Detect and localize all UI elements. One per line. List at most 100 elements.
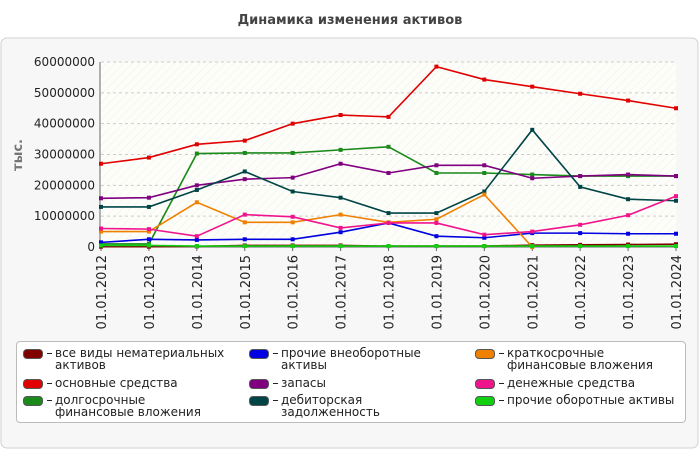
y-tick-label: 50000000 (34, 86, 95, 100)
point (242, 169, 247, 174)
legend-swatch (23, 396, 43, 407)
point (386, 114, 391, 119)
point (194, 187, 199, 192)
point (99, 226, 103, 231)
point (99, 204, 103, 209)
point (434, 163, 439, 168)
point (674, 194, 678, 199)
point (434, 220, 439, 225)
point (434, 217, 439, 222)
y-tick-label: 20000000 (34, 178, 95, 192)
point (99, 240, 103, 245)
point (194, 183, 199, 188)
point (578, 222, 583, 227)
legend-swatch (23, 349, 43, 359)
point (626, 231, 631, 236)
y-axis-label: тыс. (11, 139, 26, 171)
x-tick-label: 01.01.2022 (574, 255, 589, 329)
legend-label: дебиторская задолженность (281, 393, 380, 420)
x-tick-label: 01.01.2020 (478, 255, 493, 329)
x-tick-label: 01.01.2015 (239, 255, 254, 329)
point (578, 231, 583, 236)
point (146, 229, 151, 234)
legend-swatch (475, 349, 495, 359)
y-tick-label: 60000000 (34, 55, 95, 69)
point (194, 200, 199, 205)
point (146, 204, 151, 209)
legend-item: денежные средства (475, 377, 685, 393)
point (482, 163, 487, 168)
legend-label: долгосрочные финансовые вложения (55, 393, 201, 420)
point (386, 211, 391, 216)
point (99, 243, 103, 248)
point (482, 235, 487, 240)
point (146, 227, 151, 232)
legend-swatch (475, 378, 495, 389)
legend-dash (499, 400, 504, 402)
y-tick-label: 10000000 (34, 209, 95, 223)
legend-label: запасы (281, 375, 327, 390)
point (338, 244, 343, 249)
legend-swatch (475, 396, 495, 407)
point (530, 84, 535, 89)
point (530, 176, 535, 181)
point (290, 189, 295, 194)
point (194, 234, 199, 239)
point (674, 244, 678, 249)
point (530, 172, 535, 177)
legend-item: запасы (249, 377, 475, 393)
legend-dash (273, 382, 278, 384)
legend-item: долгосрочные финансовые вложения (23, 394, 249, 422)
point (194, 142, 199, 147)
point (482, 189, 487, 194)
point (530, 244, 535, 249)
x-tick-label: 01.01.2014 (191, 255, 206, 329)
x-tick-label: 01.01.2018 (383, 255, 398, 329)
legend-swatch (23, 378, 43, 389)
point (386, 220, 391, 225)
point (578, 174, 583, 179)
point (434, 234, 439, 239)
point (626, 213, 631, 218)
point (626, 197, 631, 202)
legend-swatch (249, 378, 269, 389)
point (386, 244, 391, 249)
legend-dash (273, 400, 278, 402)
point (290, 214, 295, 219)
point (530, 229, 535, 234)
legend-item: прочие оборотные активы (475, 394, 685, 422)
point (386, 144, 391, 149)
legend-item: прочие внеоборотные активы (249, 347, 475, 375)
point (434, 64, 439, 69)
x-tick-label: 01.01.2023 (622, 255, 637, 329)
point (338, 212, 343, 217)
legend-dash (47, 400, 52, 402)
point (626, 172, 631, 177)
legend-dash (499, 353, 504, 354)
point (482, 192, 487, 197)
point (242, 220, 247, 225)
point (290, 150, 295, 155)
point (434, 171, 439, 175)
point (482, 244, 487, 249)
point (482, 171, 487, 175)
legend-dash (273, 353, 278, 354)
legend-dash (47, 382, 52, 384)
point (146, 243, 151, 248)
legend-label: краткосрочные финансовые вложения (507, 346, 653, 372)
point (434, 211, 439, 216)
series-line (101, 193, 533, 248)
point (338, 225, 343, 230)
x-tick-label: 01.01.2017 (335, 255, 350, 329)
point (146, 237, 151, 242)
point (578, 244, 583, 249)
point (338, 113, 343, 118)
point (674, 231, 678, 236)
x-tick-label: 01.01.2021 (526, 255, 541, 329)
point (578, 184, 583, 189)
point (242, 237, 247, 242)
point (242, 138, 247, 143)
legend-label: денежные средства (507, 375, 636, 390)
point (194, 237, 199, 242)
